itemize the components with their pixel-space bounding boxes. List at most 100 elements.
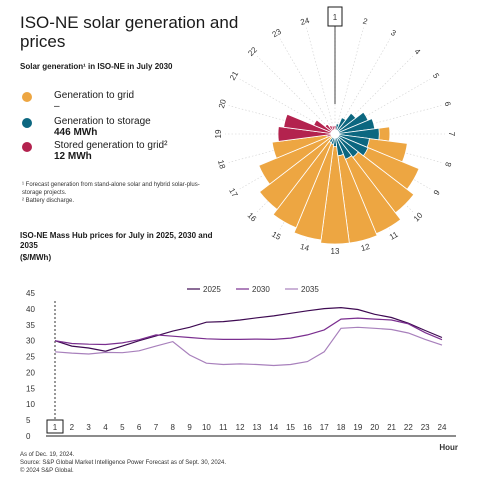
radial-hour-label-3: 3 <box>389 28 398 38</box>
x-tick-label-8: 8 <box>171 423 176 432</box>
x-tick-label-4: 4 <box>103 423 108 432</box>
x-tick-label-23: 23 <box>421 423 430 432</box>
radial-guide-24 <box>306 27 335 131</box>
x-tick-label-2: 2 <box>70 423 75 432</box>
x-tick-label-18: 18 <box>337 423 346 432</box>
radial-guide-2 <box>335 27 364 131</box>
radial-label-group-8: 8 <box>444 161 454 168</box>
radial-bar-s2-h20 <box>283 113 332 134</box>
radial-bar-s2-h19 <box>277 126 332 142</box>
radial-label-group-6: 6 <box>443 101 453 108</box>
legend-value-grid: – <box>54 101 60 112</box>
legend-label-stored: Stored generation to grid² <box>54 140 168 151</box>
y-tick-label-30: 30 <box>26 337 35 346</box>
radial-chart-subtitle: Solar generation¹ in ISO-NE in July 2030 <box>20 62 173 71</box>
radial-hour-label-12: 12 <box>360 242 371 253</box>
radial-bar-s2-h21 <box>313 119 333 133</box>
radial-bar-s1-h14 <box>330 137 335 145</box>
line-series-2035 <box>54 326 443 367</box>
x-tick-label-11: 11 <box>219 423 228 432</box>
line-chart-subtitle: ISO-NE Mass Hub prices for July in 2025,… <box>20 231 220 263</box>
radial-bar-s1-h10 <box>336 135 359 158</box>
x-tick-label-19: 19 <box>353 423 362 432</box>
radial-label-group-7: 7 <box>447 132 456 137</box>
line-series-2030 <box>54 317 443 346</box>
y-tick-label-45: 45 <box>26 289 35 298</box>
radial-label-group-3: 3 <box>389 28 398 38</box>
radial-hour-label-20: 20 <box>217 98 228 109</box>
y-tick-label-0: 0 <box>26 432 31 441</box>
radial-hour-label-1: 1 <box>333 13 338 22</box>
radial-hour-label-2: 2 <box>362 17 369 27</box>
stored-swatch-icon <box>22 142 32 152</box>
x-tick-label-13: 13 <box>252 423 261 432</box>
radial-hour-label-8: 8 <box>444 161 454 168</box>
footer-copyright: © 2024 S&P Global. <box>20 468 74 474</box>
radial-guide-23 <box>279 38 334 131</box>
unit-label: ($/MWh) <box>20 253 52 262</box>
radial-hour-label-13: 13 <box>331 247 340 256</box>
page-title: ISO-NE solar generation and prices <box>20 13 239 51</box>
x-tick-label-22: 22 <box>404 423 413 432</box>
x-tick-label-17: 17 <box>320 423 329 432</box>
line-legend-label-2025: 2025 <box>203 285 221 294</box>
radial-hour-label-4: 4 <box>413 47 423 57</box>
radial-bar-s1-h11 <box>336 136 353 160</box>
footnote-1: ¹ Forecast generation from stand-alone s… <box>22 182 200 196</box>
radial-label-group-20: 20 <box>217 98 228 109</box>
radial-bar-s2-h23 <box>328 124 334 132</box>
storage-swatch-icon <box>22 118 32 128</box>
legend-value-storage: 446 MWh <box>54 127 98 138</box>
y-tick-label-15: 15 <box>26 384 35 393</box>
x-highlight-box <box>46 419 64 434</box>
y-tick-label-35: 35 <box>26 321 35 330</box>
x-tick-label-14: 14 <box>269 423 278 432</box>
radial-label-group-24: 24 <box>299 16 310 27</box>
radial-bar-s1-h13 <box>332 137 338 147</box>
radial-label-group-5: 5 <box>431 72 441 81</box>
x-tick-label-20: 20 <box>370 423 379 432</box>
radial-bar-s1-h9 <box>337 135 369 157</box>
y-tick-label-25: 25 <box>26 353 35 362</box>
radial-bar-s2-h22 <box>324 123 334 133</box>
footnotes: ¹ Forecast generation from stand-alone s… <box>22 181 207 205</box>
radial-hour-label-5: 5 <box>431 72 441 81</box>
grid-swatch-icon <box>22 92 32 102</box>
radial-hour-label-24: 24 <box>299 16 310 27</box>
radial-bar-s1-h12 <box>335 137 344 157</box>
radial-label-group-19: 19 <box>214 129 223 138</box>
x-tick-label-15: 15 <box>286 423 295 432</box>
radial-bar-s1-h7 <box>338 127 380 141</box>
x-tick-label-1: 1 <box>53 423 58 432</box>
line-legend-label-2030: 2030 <box>252 285 270 294</box>
radial-label-group-14: 14 <box>299 242 310 253</box>
radial-hour-label-19: 19 <box>214 129 223 138</box>
legend-value-stored: 12 MWh <box>54 151 92 162</box>
x-tick-label-10: 10 <box>202 423 211 432</box>
legend-label-grid: Generation to grid <box>54 90 135 101</box>
legend-label-storage: Generation to storage <box>54 116 151 127</box>
radial-label-group-18: 18 <box>216 159 227 170</box>
radial-label-group-12: 12 <box>360 242 371 253</box>
y-tick-label-10: 10 <box>26 400 35 409</box>
radial-guide-3 <box>336 38 391 131</box>
radial-hour-label-7: 7 <box>447 132 456 137</box>
x-tick-label-5: 5 <box>120 423 125 432</box>
radial-label-group-13: 13 <box>331 247 340 256</box>
x-tick-label-21: 21 <box>387 423 396 432</box>
y-tick-label-40: 40 <box>26 305 35 314</box>
radial-label-group-9: 9 <box>432 188 442 197</box>
x-tick-label-16: 16 <box>303 423 312 432</box>
radial-label-group-4: 4 <box>413 47 423 57</box>
x-axis-label: Hour <box>439 443 458 452</box>
footer-date: As of Dec. 19, 2024. <box>20 452 75 458</box>
x-tick-label-7: 7 <box>154 423 159 432</box>
radial-hour-label-9: 9 <box>432 188 442 197</box>
radial-guide-22 <box>257 56 333 132</box>
y-tick-label-5: 5 <box>26 416 31 425</box>
radial-hour-label-18: 18 <box>216 159 227 170</box>
radial-hour-label-6: 6 <box>443 101 453 108</box>
x-tick-label-9: 9 <box>187 423 192 432</box>
